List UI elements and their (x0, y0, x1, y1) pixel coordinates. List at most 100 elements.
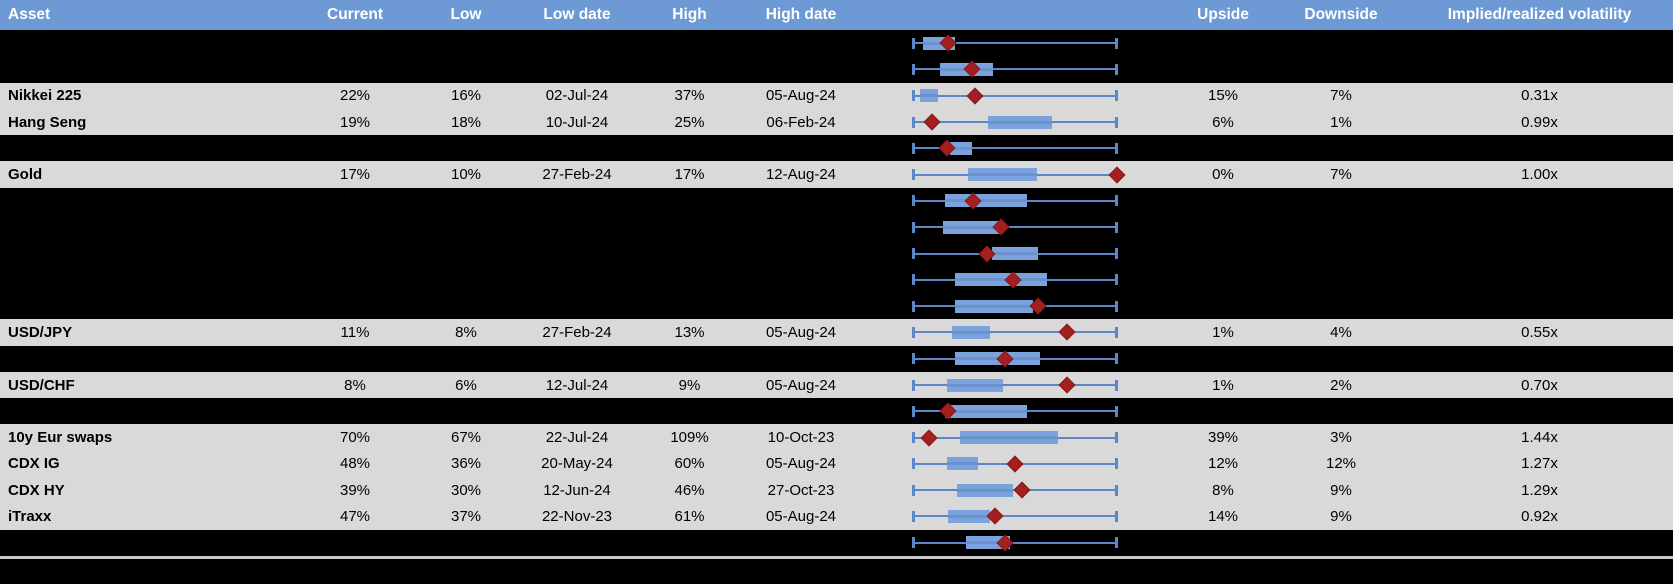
boxplot-track (912, 30, 1118, 56)
boxplot-track (912, 477, 1118, 503)
range-boxplot (860, 240, 1170, 266)
redacted-row (0, 292, 1673, 320)
interquartile-box (957, 483, 1013, 497)
cell-upside: 12% (1207, 455, 1239, 473)
whisker-cap-right-icon (1115, 63, 1118, 75)
cell-implied-realized: 1.44x (1521, 429, 1558, 447)
cell-asset: Gold (8, 166, 43, 184)
interquartile-box (919, 89, 939, 103)
whisker-cap-right-icon (1115, 37, 1118, 49)
header-low-date: Low date (543, 6, 611, 23)
interquartile-box (951, 325, 990, 339)
range-boxplot (860, 451, 1170, 477)
range-boxplot (860, 319, 1170, 345)
cell-high: 61% (674, 507, 705, 525)
table-row: 10y Eur swaps 70% 67% 22-Jul-24 109% 10-… (0, 424, 1673, 451)
header-downside: Downside (1304, 6, 1378, 23)
whisker-line-icon (913, 331, 1117, 334)
cell-high: 9% (678, 376, 701, 394)
cell-low: 67% (450, 429, 482, 447)
table-row: iTraxx 47% 37% 22-Nov-23 61% 05-Aug-24 1… (0, 503, 1673, 530)
cell-low-date: 22-Nov-23 (541, 507, 613, 525)
cell-downside: 7% (1330, 166, 1352, 184)
whisker-cap-right-icon (1115, 537, 1118, 549)
whisker-cap-right-icon (1115, 300, 1118, 312)
whisker-cap-right-icon (1115, 274, 1118, 286)
boxplot-track (912, 530, 1118, 556)
range-boxplot (860, 267, 1170, 293)
cell-implied-realized: 1.27x (1521, 455, 1558, 473)
interquartile-box (945, 404, 1028, 418)
boxplot-track (912, 240, 1118, 266)
cell-low-date: 27-Feb-24 (542, 166, 612, 184)
interquartile-box (947, 457, 979, 471)
interquartile-box (948, 509, 990, 523)
cell-high-date: 05-Aug-24 (765, 507, 837, 525)
range-boxplot (860, 135, 1170, 161)
whisker-cap-right-icon (1115, 248, 1118, 260)
redacted-row (0, 240, 1673, 267)
redacted-row (0, 345, 1673, 372)
boxplot-track (912, 188, 1118, 214)
cell-current: 47% (339, 507, 371, 525)
whisker-cap-left-icon (912, 142, 915, 154)
cell-upside: 0% (1212, 166, 1234, 184)
interquartile-box (942, 220, 1000, 234)
boxplot-track (912, 293, 1118, 319)
whisker-cap-right-icon (1115, 484, 1118, 496)
current-marker-diamond-icon (1108, 166, 1126, 184)
cell-implied-realized: 1.29x (1521, 481, 1558, 499)
whisker-line-icon (913, 42, 1117, 45)
cell-low-date: 12-Jul-24 (545, 376, 609, 394)
cell-current: 8% (344, 376, 366, 394)
cell-high-date: 05-Aug-24 (765, 87, 837, 105)
interquartile-box (955, 299, 1033, 313)
whisker-line-icon (913, 68, 1117, 71)
current-marker-diamond-icon (1058, 323, 1076, 341)
boxplot-track (912, 372, 1118, 398)
cell-high: 37% (674, 87, 705, 105)
cell-asset: USD/JPY (8, 323, 73, 341)
redacted-row (0, 56, 1673, 83)
boxplot-track (912, 424, 1118, 450)
cell-low-date: 02-Jul-24 (545, 87, 609, 105)
cell-low-date: 12-Jun-24 (543, 481, 611, 499)
whisker-cap-left-icon (912, 379, 915, 391)
current-marker-diamond-icon (1006, 455, 1024, 473)
interquartile-box (947, 378, 1003, 392)
whisker-cap-left-icon (912, 432, 915, 444)
table-row: USD/JPY 11% 8% 27-Feb-24 13% 05-Aug-24 1… (0, 319, 1673, 346)
range-boxplot (860, 530, 1170, 556)
cell-low-date: 20-May-24 (541, 455, 613, 473)
cell-current: 22% (339, 87, 371, 105)
cell-low: 8% (455, 323, 477, 341)
redacted-row (0, 266, 1673, 293)
whisker-cap-left-icon (912, 537, 915, 549)
interquartile-box (955, 273, 1048, 287)
cell-asset: USD/CHF (8, 376, 75, 394)
whisker-cap-left-icon (912, 90, 915, 102)
current-marker-diamond-icon (920, 429, 938, 447)
whisker-line-icon (913, 384, 1117, 386)
cell-current: 70% (339, 429, 371, 447)
whisker-line-icon (913, 515, 1117, 518)
range-boxplot (860, 109, 1170, 135)
whisker-cap-left-icon (912, 353, 915, 365)
range-boxplot (860, 56, 1170, 82)
table-body: Nikkei 225 22% 16% 02-Jul-24 37% 05-Aug-… (0, 30, 1673, 556)
table-row: CDX HY 39% 30% 12-Jun-24 46% 27-Oct-23 8… (0, 477, 1673, 504)
cell-downside: 2% (1330, 376, 1352, 394)
current-marker-diamond-icon (923, 113, 941, 131)
header-low: Low (450, 6, 482, 23)
cell-low: 30% (450, 481, 482, 499)
interquartile-box (945, 194, 1028, 208)
cell-high-date: 05-Aug-24 (765, 455, 837, 473)
cell-implied-realized: 0.55x (1521, 323, 1558, 341)
cell-high-date: 10-Oct-23 (767, 429, 835, 447)
table-row: Nikkei 225 22% 16% 02-Jul-24 37% 05-Aug-… (0, 82, 1673, 109)
cell-downside: 12% (1325, 455, 1357, 473)
table-row: USD/CHF 8% 6% 12-Jul-24 9% 05-Aug-24 1% … (0, 371, 1673, 399)
redacted-row (0, 30, 1673, 57)
cell-upside: 8% (1212, 481, 1234, 499)
cell-downside: 4% (1330, 323, 1352, 341)
